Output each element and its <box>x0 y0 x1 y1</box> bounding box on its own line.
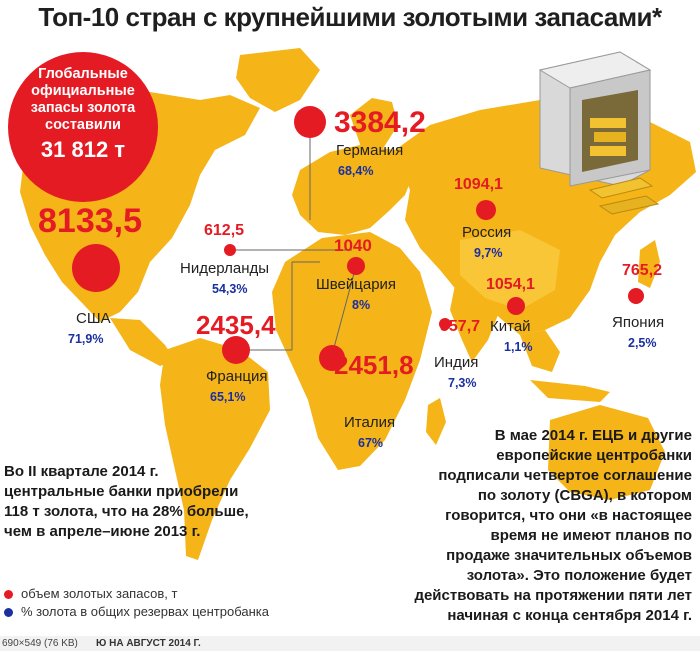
usa-value: 8133,5 <box>38 202 142 240</box>
france-name: Франция <box>206 368 268 385</box>
legend-volume: объем золотых запасов, т <box>4 586 177 601</box>
marker-india <box>439 318 451 330</box>
marker-russia <box>476 200 496 220</box>
global-text-line: составили <box>45 117 121 133</box>
marker-italy <box>319 345 345 371</box>
germany-value: 3384,2 <box>334 106 426 139</box>
china-name: Китай <box>490 318 531 335</box>
gold-safe-icon <box>538 51 660 215</box>
footer-bar <box>0 636 700 651</box>
usa-name: США <box>76 310 111 327</box>
germany-percent: 68,4% <box>338 164 374 178</box>
russia-value: 1094,1 <box>454 176 503 193</box>
china-percent: 1,1% <box>504 340 533 354</box>
india-value: 557,7 <box>440 318 481 335</box>
global-text-line: запасы золота <box>30 100 136 116</box>
red-dot-icon <box>4 590 13 600</box>
japan-percent: 2,5% <box>628 336 657 350</box>
right-paragraph-line: подписали четвертое соглашение <box>438 467 692 484</box>
netherlands-name: Нидерланды <box>180 260 270 277</box>
right-paragraph-line: золота». Это положение будет <box>466 567 692 584</box>
left-paragraph-line: центральные банки приобрели <box>4 483 239 500</box>
marker-china <box>507 297 525 315</box>
image-info: 690×549 (76 KB) <box>2 638 78 649</box>
italy-value: 2451,8 <box>334 350 414 380</box>
legend-volume-label: объем золотых запасов, т <box>21 586 178 601</box>
france-percent: 65,1% <box>210 390 246 404</box>
right-paragraph-line: европейские центробанки <box>496 447 692 464</box>
marker-netherlands <box>224 244 236 256</box>
germany-name: Германия <box>336 142 404 159</box>
italy-percent: 67% <box>358 436 384 450</box>
usa-percent: 71,9% <box>68 332 104 346</box>
legend-percent-label: % золота в общих резервах центробанка <box>21 604 269 619</box>
legend-percent: % золота в общих резервах центробанка <box>4 604 269 619</box>
right-paragraph-line: продаже значительных объемов <box>446 547 692 564</box>
japan-value: 765,2 <box>622 262 663 279</box>
switzerland-value: 1040 <box>334 236 372 255</box>
right-paragraph-line: говорится, что они «в настоящее <box>445 507 692 524</box>
left-paragraph-line: Во II квартале 2014 г. <box>4 463 159 480</box>
marker-germany <box>294 106 326 138</box>
netherlands-value: 612,5 <box>204 222 245 239</box>
left-paragraph: Во II квартале 2014 г. центральные банки… <box>4 462 249 542</box>
marker-switzerland <box>347 257 365 275</box>
global-text-line: Глобальные <box>38 66 128 82</box>
china-value: 1054,1 <box>486 276 535 293</box>
switzerland-percent: 8% <box>352 298 371 312</box>
right-paragraph-line: В мае 2014 г. ЕЦБ и другие <box>494 427 692 444</box>
switzerland-name: Швейцария <box>316 276 397 293</box>
right-paragraph-line: действовать на протяжении пяти лет <box>414 587 692 604</box>
right-paragraph-line: по золоту (CBGA), в котором <box>477 487 692 504</box>
india-percent: 7,3% <box>448 376 477 390</box>
right-paragraph-line: начиная с конца сентября 2014 г. <box>447 607 692 624</box>
blue-dot-icon <box>4 608 13 618</box>
right-paragraph-line: время не имеют планов по <box>490 527 693 544</box>
source-note: Ю НА АВГУСТ 2014 Г. <box>96 638 201 649</box>
russia-percent: 9,7% <box>474 246 503 260</box>
russia-name: Россия <box>462 224 512 241</box>
india-name: Индия <box>434 354 479 371</box>
left-paragraph-line: чем в апреле–июне 2013 г. <box>4 523 201 540</box>
marker-japan <box>628 288 644 304</box>
global-text-line: официальные <box>31 83 135 99</box>
italy-name: Италия <box>344 414 396 431</box>
marker-france <box>222 336 250 364</box>
left-paragraph-line: 118 т золота, что на 28% больше, <box>4 503 249 520</box>
right-paragraph: В мае 2014 г. ЕЦБ и другие европейские ц… <box>414 426 692 626</box>
netherlands-percent: 54,3% <box>212 282 248 296</box>
page-title: Топ-10 стран с крупнейшими золотыми запа… <box>38 2 662 32</box>
japan-name: Япония <box>612 314 665 331</box>
global-value: 31 812 т <box>40 137 126 162</box>
marker-usa <box>72 244 120 292</box>
france-value: 2435,4 <box>196 310 276 340</box>
global-reserves-badge: Глобальные официальные запасы золота сос… <box>8 52 158 202</box>
